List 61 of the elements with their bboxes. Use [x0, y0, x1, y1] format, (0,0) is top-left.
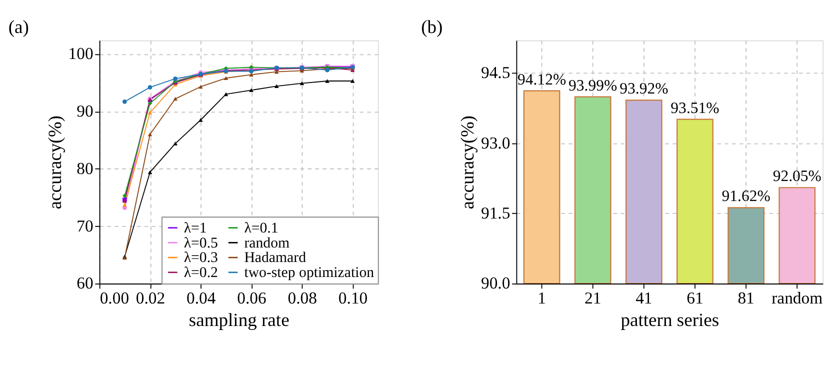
point	[198, 118, 203, 122]
x-tick-label: 21	[584, 288, 602, 308]
y-tick-label: 80	[76, 158, 94, 178]
data-label: 93.51%	[670, 100, 720, 117]
y-tick-label: 70	[76, 216, 94, 236]
x-tick-label: 0.10	[338, 288, 368, 308]
point	[173, 96, 178, 101]
y-axis-title: accuracy(%)	[458, 116, 479, 210]
y-tick-label: 93.0	[480, 133, 510, 152]
legend-label: λ=0.3	[184, 250, 218, 266]
y-axis-title: accuracy(%)	[44, 116, 66, 210]
point	[224, 92, 228, 96]
y-tick-label: 100	[68, 44, 94, 64]
point	[122, 194, 127, 198]
y-tick-label: 94.5	[480, 63, 510, 82]
data-label: 92.05%	[772, 168, 822, 186]
point	[274, 84, 279, 88]
y-tick-label: 60	[76, 274, 94, 293]
legend-label: λ=0.2	[184, 265, 218, 282]
x-tick-label: 0.00	[100, 288, 130, 308]
legend-label: λ=0.5	[184, 235, 218, 252]
x-tick-label: 81	[738, 288, 754, 308]
x-axis-title: sampling rate	[188, 310, 290, 331]
x-tick-label: 0.02	[136, 288, 166, 308]
y-tick-label: 90.0	[480, 274, 510, 293]
point	[249, 72, 254, 77]
point	[148, 85, 152, 90]
point	[173, 142, 178, 146]
point	[173, 76, 178, 81]
y-tick-label: 91.5	[480, 203, 510, 222]
legend-label: two-step optimization	[244, 265, 375, 282]
x-tick-label: 0.08	[288, 288, 318, 308]
point	[249, 88, 254, 92]
point	[350, 79, 355, 83]
x-tick-label: 0.06	[237, 288, 266, 308]
data-label: 94.12%	[517, 71, 566, 88]
x-tick-label: 1	[538, 288, 546, 308]
x-tick-label: 0.04	[186, 288, 216, 308]
chart-title: (b)	[421, 16, 443, 38]
data-label: 93.99%	[568, 77, 618, 94]
point	[224, 76, 228, 80]
x-axis-title: pattern series	[620, 310, 720, 331]
x-tick-label: random	[772, 288, 823, 308]
legend-label: random	[244, 235, 290, 252]
y-tick-label: 90	[76, 102, 94, 121]
point	[148, 170, 152, 174]
point	[300, 81, 304, 86]
chart-title: (a)	[8, 16, 29, 38]
x-tick-label: 61	[686, 288, 704, 308]
point	[148, 101, 152, 106]
point	[198, 84, 203, 89]
data-label: 93.92%	[620, 80, 668, 98]
legend-label: λ=1	[184, 220, 207, 236]
point	[122, 99, 127, 104]
point	[122, 203, 127, 207]
legend-label: Hadamard	[244, 250, 307, 266]
data-label: 91.62%	[722, 188, 770, 206]
x-tick-label: 41	[636, 288, 652, 308]
point	[148, 110, 152, 114]
legend-label: λ=0.1	[244, 220, 278, 236]
point	[325, 79, 330, 83]
